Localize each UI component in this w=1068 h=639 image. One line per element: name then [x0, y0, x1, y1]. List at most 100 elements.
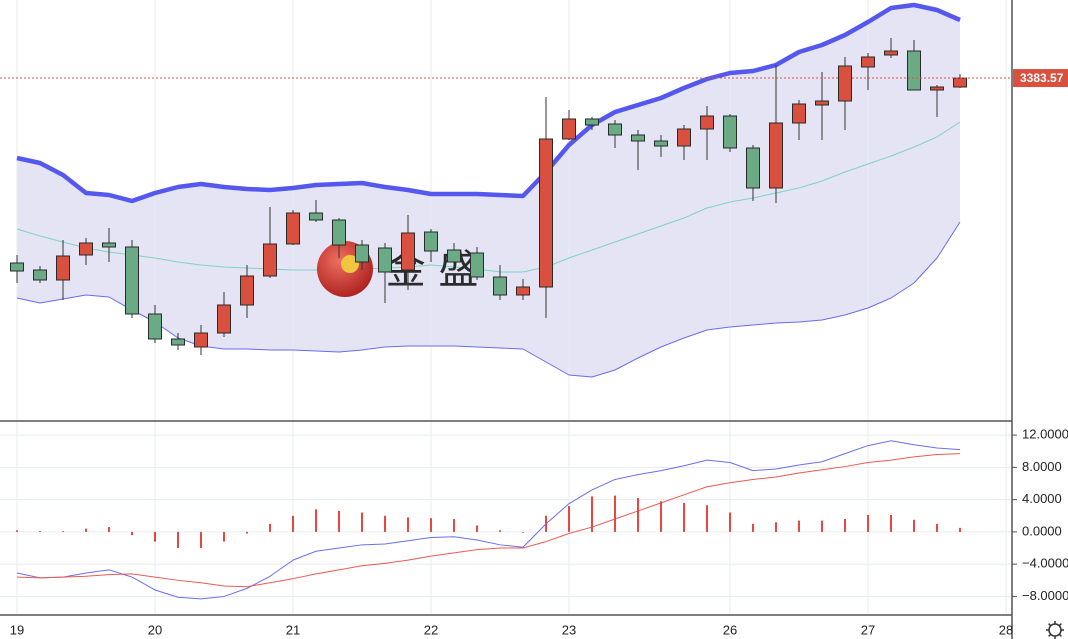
histogram-bar — [177, 531, 179, 549]
lower-band — [16, 221, 961, 378]
histogram-bar — [913, 519, 915, 532]
candle-body — [585, 118, 599, 126]
histogram-bar — [269, 523, 271, 532]
candle-body — [10, 262, 24, 272]
candle-body — [838, 65, 852, 102]
histogram-bar — [729, 512, 731, 532]
mark-layer — [0, 38, 1012, 600]
histogram-bar — [890, 514, 892, 532]
histogram-bar — [568, 506, 570, 532]
candle-body — [424, 231, 438, 252]
histogram-bar — [614, 495, 616, 532]
candle-body — [286, 212, 300, 245]
candle-body — [447, 249, 461, 263]
candle-body — [148, 313, 162, 340]
last-price-label: 3383.57 — [1020, 71, 1064, 85]
histogram-bar — [453, 519, 455, 532]
x-tick-label: 27 — [861, 622, 875, 637]
y-tick-label: −8.0000 — [1022, 588, 1068, 603]
candle-body — [493, 276, 507, 296]
candle-body — [953, 77, 967, 88]
histogram-bar — [637, 498, 639, 532]
settings-icon[interactable] — [1046, 621, 1064, 639]
histogram-bar — [315, 509, 317, 532]
gear-teeth[interactable] — [1046, 621, 1064, 639]
candle-body — [631, 134, 645, 142]
y-tick-label: 0.0000 — [1022, 523, 1062, 538]
candle-body — [378, 247, 392, 273]
histogram-bar — [85, 528, 87, 532]
candle-body — [470, 252, 484, 278]
histogram-bar — [499, 530, 501, 532]
candle-body — [677, 128, 691, 147]
histogram-bar — [683, 502, 685, 532]
y-tick-label: 4.0000 — [1022, 491, 1062, 506]
y-tick-label: 12.0000 — [1022, 427, 1068, 442]
grid-layer — [0, 0, 1012, 615]
candle-body — [332, 219, 346, 246]
upper-band — [16, 2, 961, 204]
candle-body — [516, 286, 530, 296]
candle-body — [102, 242, 116, 248]
candle-body — [79, 242, 93, 256]
histogram-bar — [131, 531, 133, 536]
candle-body — [171, 338, 185, 346]
x-tick-label: 28 — [999, 622, 1013, 637]
candle-body — [654, 140, 668, 147]
histogram-bar — [775, 522, 777, 532]
candle-body — [240, 275, 254, 306]
x-tick-label: 19 — [10, 622, 24, 637]
macd-line — [16, 440, 961, 600]
x-tick-label: 23 — [562, 622, 576, 637]
last-price-box — [1013, 69, 1068, 88]
y-tick-label: −4.0000 — [1022, 556, 1068, 571]
histogram-bar — [407, 517, 409, 532]
histogram-bar — [959, 527, 961, 532]
candle-body — [930, 86, 944, 91]
candle-body — [907, 50, 921, 91]
histogram-bar — [936, 523, 938, 532]
histogram-bar — [522, 531, 524, 533]
histogram-bar — [384, 515, 386, 532]
candle-body — [861, 56, 875, 68]
candle-body — [33, 269, 47, 281]
histogram-bar — [591, 496, 593, 532]
histogram-bar — [361, 512, 363, 532]
candle-body — [355, 244, 369, 263]
candle-body — [263, 243, 277, 277]
candle-body — [56, 255, 70, 281]
candle-body — [309, 212, 323, 221]
x-tick-label: 20 — [148, 622, 162, 637]
candle-body — [401, 232, 415, 271]
candle-body — [125, 246, 139, 315]
candle-body — [884, 50, 898, 56]
candle-body — [815, 100, 829, 106]
candle-body — [194, 332, 208, 348]
label-layer: 19 20 21 22 23 26 27 28 3383.57 12.0000 8.0000 4.00… — [10, 69, 1068, 637]
y-tick-label: 8.0000 — [1022, 459, 1062, 474]
histogram-bar — [154, 531, 156, 542]
histogram-bar — [223, 531, 225, 542]
x-tick-label: 22 — [424, 622, 438, 637]
histogram-bar — [62, 531, 64, 532]
watermark-text: 金 盛 — [386, 247, 479, 293]
histogram-bar — [292, 515, 294, 532]
logo-dot — [341, 255, 359, 273]
candle-body — [792, 103, 806, 124]
histogram-bar — [39, 531, 41, 532]
candle-body — [217, 304, 231, 334]
candle-body — [608, 123, 622, 136]
histogram-bar — [108, 527, 110, 532]
candle-body — [769, 122, 783, 189]
histogram-bar — [706, 505, 708, 532]
histogram-bar — [545, 515, 547, 532]
histogram-bar — [430, 518, 432, 532]
histogram-bar — [821, 520, 823, 532]
histogram-bar — [844, 519, 846, 532]
candle-body — [746, 147, 760, 189]
histogram-bar — [798, 520, 800, 532]
candle-body — [723, 115, 737, 149]
candle-body — [562, 118, 576, 140]
histogram-bar — [476, 525, 478, 532]
histogram-bar — [752, 523, 754, 532]
